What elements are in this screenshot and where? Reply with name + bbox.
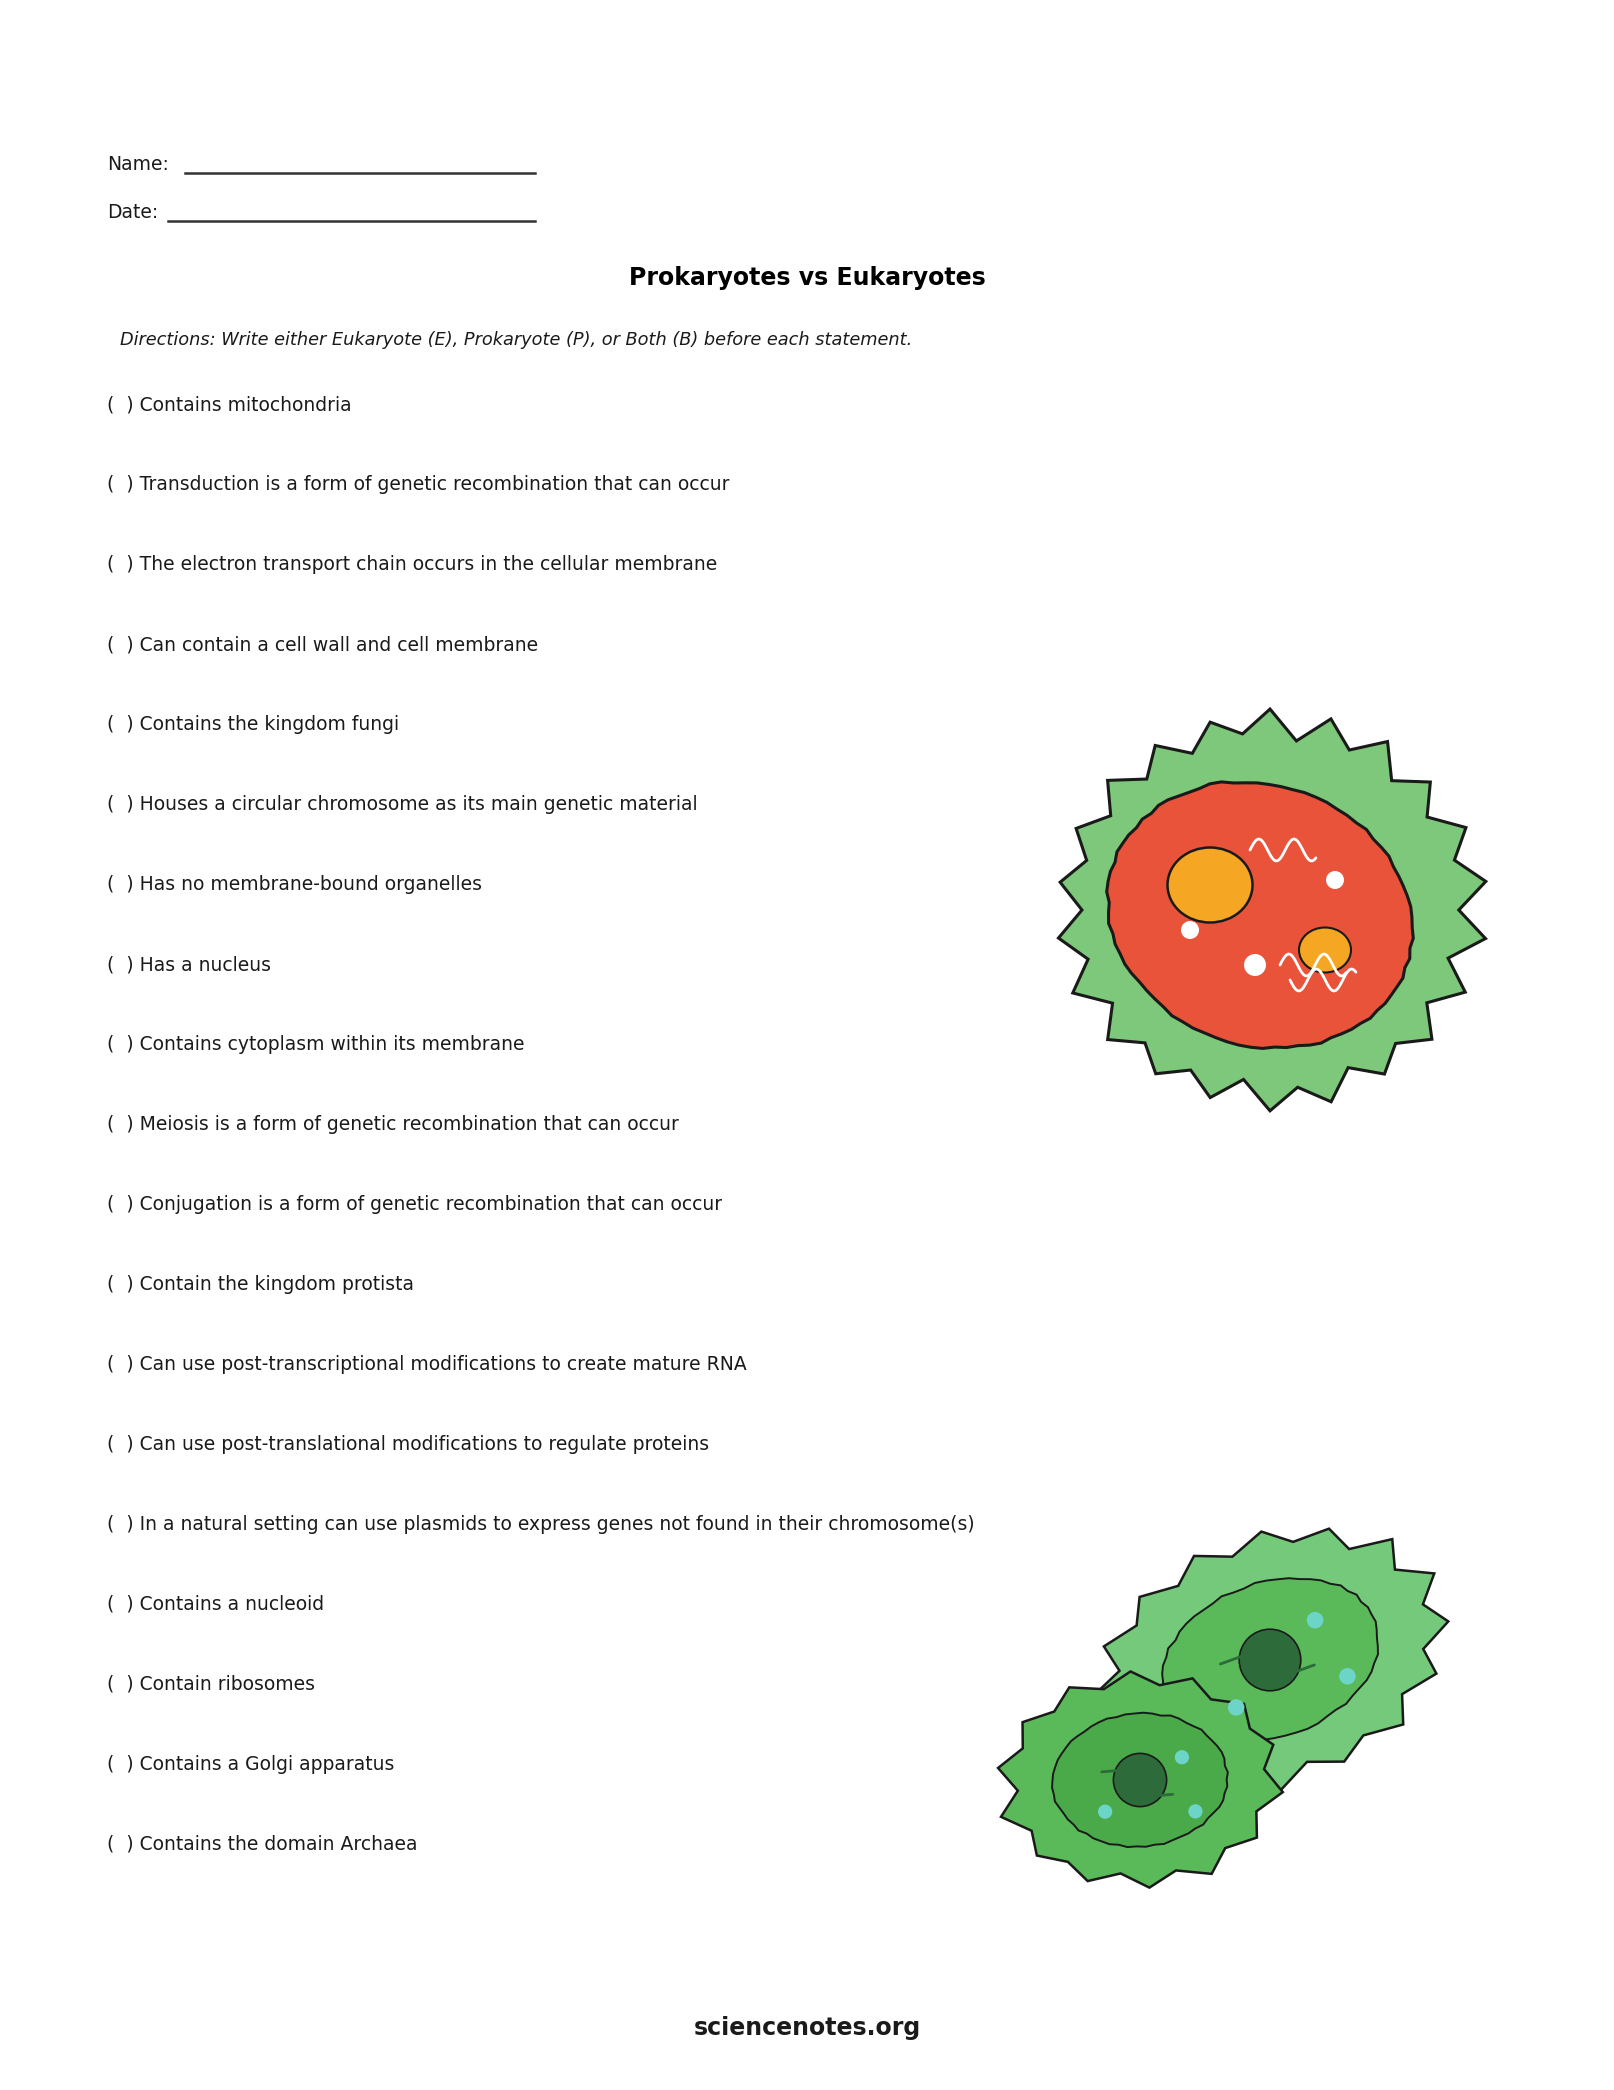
Polygon shape	[1106, 782, 1412, 1049]
Polygon shape	[1089, 1528, 1448, 1797]
Text: (  ) Can use post-translational modifications to regulate proteins: ( ) Can use post-translational modificat…	[107, 1436, 709, 1455]
Circle shape	[1188, 1804, 1202, 1818]
Text: (  ) Contains the domain Archaea: ( ) Contains the domain Archaea	[107, 1835, 418, 1854]
Text: Prokaryotes vs Eukaryotes: Prokaryotes vs Eukaryotes	[628, 265, 985, 291]
Circle shape	[1338, 1668, 1354, 1685]
Text: (  ) Transduction is a form of genetic recombination that can occur: ( ) Transduction is a form of genetic re…	[107, 474, 730, 493]
Text: (  ) Contains mitochondria: ( ) Contains mitochondria	[107, 395, 352, 414]
Text: (  ) Contain ribosomes: ( ) Contain ribosomes	[107, 1674, 315, 1695]
Polygon shape	[1051, 1712, 1227, 1848]
Circle shape	[1243, 953, 1265, 976]
Text: (  ) Has a nucleus: ( ) Has a nucleus	[107, 955, 271, 974]
Circle shape	[1098, 1804, 1112, 1818]
Text: Name:: Name:	[107, 155, 169, 173]
Text: (  ) Contains the kingdom fungi: ( ) Contains the kingdom fungi	[107, 715, 399, 734]
Ellipse shape	[1167, 849, 1252, 922]
Text: (  ) Meiosis is a form of genetic recombination that can occur: ( ) Meiosis is a form of genetic recombi…	[107, 1114, 678, 1135]
Circle shape	[1306, 1611, 1322, 1628]
Text: (  ) Can use post-transcriptional modifications to create mature RNA: ( ) Can use post-transcriptional modific…	[107, 1354, 746, 1373]
Text: (  ) Contains a nucleoid: ( ) Contains a nucleoid	[107, 1595, 324, 1613]
Text: sciencenotes.org: sciencenotes.org	[692, 2017, 920, 2040]
Text: Date:: Date:	[107, 203, 158, 222]
Polygon shape	[997, 1672, 1282, 1887]
Text: (  ) Contains a Golgi apparatus: ( ) Contains a Golgi apparatus	[107, 1756, 394, 1774]
Polygon shape	[1162, 1578, 1377, 1743]
Circle shape	[1227, 1699, 1244, 1716]
Polygon shape	[1057, 709, 1485, 1110]
Text: (  ) Has no membrane-bound organelles: ( ) Has no membrane-bound organelles	[107, 876, 481, 895]
Text: (  ) The electron transport chain occurs in the cellular membrane: ( ) The electron transport chain occurs …	[107, 556, 717, 575]
Text: (  ) Conjugation is a form of genetic recombination that can occur: ( ) Conjugation is a form of genetic rec…	[107, 1195, 721, 1214]
Ellipse shape	[1298, 928, 1351, 972]
Text: (  ) In a natural setting can use plasmids to express genes not found in their c: ( ) In a natural setting can use plasmid…	[107, 1515, 973, 1534]
Circle shape	[1173, 1749, 1188, 1764]
Text: Directions: Write either Eukaryote (E), Prokaryote (P), or Both (B) before each : Directions: Write either Eukaryote (E), …	[119, 330, 912, 349]
Text: (  ) Houses a circular chromosome as its main genetic material: ( ) Houses a circular chromosome as its …	[107, 794, 697, 813]
Text: (  ) Can contain a cell wall and cell membrane: ( ) Can contain a cell wall and cell mem…	[107, 635, 537, 654]
Circle shape	[1112, 1754, 1165, 1806]
Text: (  ) Contains cytoplasm within its membrane: ( ) Contains cytoplasm within its membra…	[107, 1035, 525, 1053]
Circle shape	[1238, 1630, 1299, 1691]
Circle shape	[1325, 872, 1343, 888]
Circle shape	[1180, 922, 1198, 938]
Text: (  ) Contain the kingdom protista: ( ) Contain the kingdom protista	[107, 1275, 413, 1294]
